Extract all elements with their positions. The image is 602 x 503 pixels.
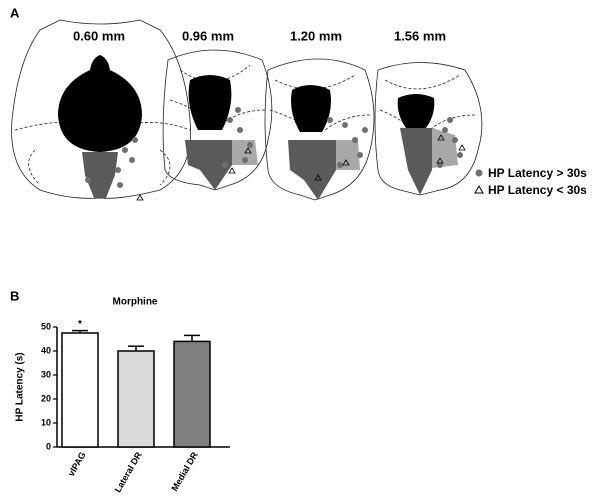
legend-label: HP Latency > 30s (488, 166, 587, 180)
bar (61, 332, 99, 448)
y-axis-label: HP Latency (s) (15, 352, 26, 421)
y-tick-label: 10 (41, 417, 51, 427)
section-label: 1.20 mm (290, 28, 342, 43)
y-tick-label: 30 (41, 369, 51, 379)
brain-sections (11, 19, 483, 201)
annotation: * (78, 319, 82, 330)
y-tick-label: 40 (41, 345, 51, 355)
bar (173, 340, 211, 448)
section-label: 0.60 mm (73, 28, 125, 43)
panel-label: A (10, 5, 20, 20)
section-label: 1.56 mm (394, 28, 446, 43)
bar-chart: Morphine HP Latency (s) 0 10 20 30 40 50 * vlPA… (15, 297, 230, 494)
x-tick-label: Medial DR (169, 450, 200, 493)
y-tick-label: 20 (41, 393, 51, 403)
legend-marker (474, 184, 484, 194)
x-tick-label: vlPAG (66, 450, 88, 478)
section-label: 0.96 mm (182, 28, 234, 43)
y-tick-label: 50 (41, 321, 51, 331)
chart-title: Morphine (113, 297, 158, 308)
bar (117, 350, 155, 448)
x-tick-label: Lateral DR (113, 450, 144, 494)
legend-marker (475, 169, 483, 177)
legend-label: HP Latency < 30s (488, 183, 587, 197)
section-labels: 0.60 mm 0.96 mm 1.20 mm 1.56 mm (73, 28, 446, 43)
legend: HP Latency > 30s HP Latency < 30s (474, 166, 587, 197)
panel-label: B (10, 288, 19, 303)
y-tick-label: 0 (46, 441, 51, 451)
